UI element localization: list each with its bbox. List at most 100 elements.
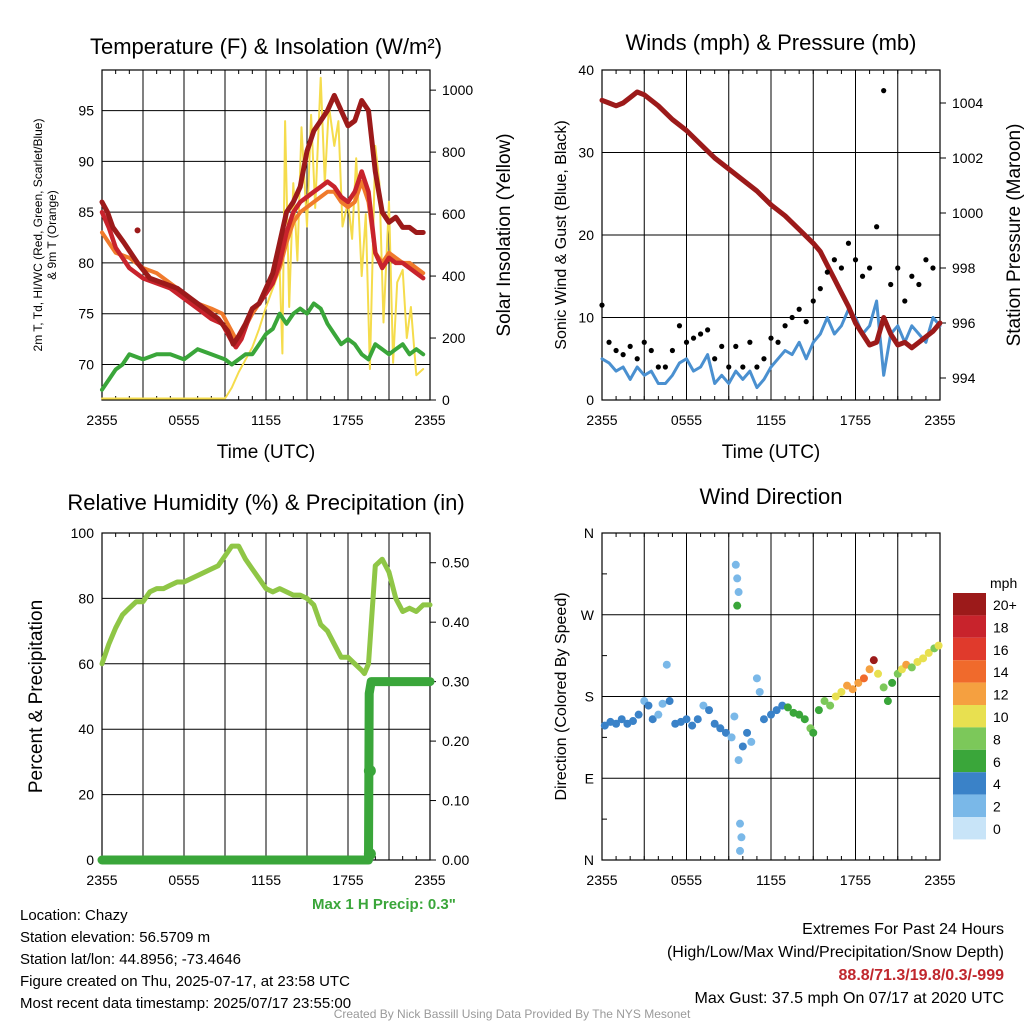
elevation-text: Station elevation: 56.5709 m: [20, 929, 211, 946]
direction-point: [721, 728, 730, 737]
plot-frame: [601, 532, 941, 861]
direction-point: [628, 717, 637, 726]
legend-label: 16: [993, 642, 1009, 658]
direction-point: [710, 719, 719, 728]
legend-swatch: [953, 682, 986, 705]
latlon-text: Station lat/lon: 44.8956; -73.4646: [20, 951, 242, 968]
gust-point: [838, 265, 845, 271]
direction-point: [924, 648, 933, 657]
gust-point: [627, 343, 633, 349]
legend-swatch: [953, 772, 986, 795]
gust-point: [810, 298, 816, 304]
panel-winds: 2355 0555 1155 1755 2355 0 10 20 30 40 994 996 998 10…: [553, 30, 1024, 463]
y2-tick-label: 400: [442, 268, 466, 284]
gust-point: [662, 364, 668, 370]
x-tick-label: 0555: [671, 872, 702, 888]
gust-point: [690, 335, 697, 341]
gust-point: [761, 356, 767, 362]
gust-point: [859, 273, 866, 279]
direction-point: [743, 728, 752, 737]
direction-point: [734, 756, 743, 765]
gust-point: [740, 364, 746, 370]
gust-point: [782, 323, 788, 329]
y2-tick-label: 0: [442, 392, 450, 408]
y2-axis-label: Station Pressure (Maroon): [1004, 124, 1024, 347]
direction-point: [800, 715, 809, 724]
direction-point: [730, 712, 739, 721]
direction-point: [879, 683, 888, 692]
direction-point: [854, 678, 863, 687]
direction-point: [733, 601, 742, 610]
y2-axis-label-text: Station Pressure (Maroon): [1004, 124, 1024, 347]
gust-point: [923, 257, 929, 263]
y-tick-label: 60: [78, 656, 94, 672]
gust-point: [620, 352, 626, 358]
legend-label: 20+: [993, 597, 1017, 613]
chart-title: Wind Direction: [699, 484, 842, 509]
gust-point: [641, 339, 647, 345]
series-rh: [99, 543, 433, 677]
direction-point: [755, 687, 764, 696]
y2-tick-label: 1004: [952, 95, 983, 111]
direction-point: [693, 715, 702, 724]
direction-point: [809, 728, 818, 737]
max-precip-annotation: Max 1 H Precip: 0.3": [312, 896, 456, 913]
y-tick-label: 80: [78, 590, 94, 606]
gust-point: [599, 302, 605, 308]
direction-point: [826, 701, 835, 710]
legend-swatch: [953, 660, 986, 683]
direction-point: [869, 656, 878, 665]
plot-frame: [601, 69, 941, 401]
y-axis-label-text: Sonic Wind & Gust (Blue, Black): [553, 120, 570, 349]
legend-swatch: [953, 727, 986, 750]
x-tick-label: 2355: [86, 412, 117, 428]
direction-point: [705, 706, 714, 715]
direction-point: [820, 697, 829, 706]
direction-point: [859, 674, 868, 683]
direction-point: [733, 574, 742, 583]
legend-label: 8: [993, 731, 1001, 747]
y2-tick-label: 994: [952, 370, 976, 386]
y-tick-label: S: [585, 689, 594, 705]
gust-point: [866, 265, 873, 271]
y-tick-label: 30: [578, 145, 594, 161]
series-wind: [600, 299, 942, 390]
direction-point: [734, 588, 743, 597]
y2-tick-label: 0.30: [442, 674, 469, 690]
direction-point: [747, 737, 756, 746]
gust-point: [683, 339, 690, 345]
y2-tick-label: 0.10: [442, 793, 469, 809]
gust-point: [747, 339, 753, 345]
y2-tick-label: 200: [442, 330, 466, 346]
created-text: Figure created on Thu, 2025-07-17, at 23…: [20, 973, 350, 990]
series-pressure: [599, 89, 943, 351]
legend-swatch: [953, 593, 986, 616]
direction-point: [814, 706, 823, 715]
gust-point: [648, 347, 654, 354]
gust-point: [895, 265, 901, 271]
y-axis-label-text: Direction (Colored By Speed): [553, 592, 570, 800]
extremes-subtitle: (High/Low/Max Wind/Precipitation/Snow De…: [666, 944, 1004, 961]
gust-point: [733, 343, 739, 349]
gust-point: [719, 343, 725, 349]
legend-swatch: [953, 817, 986, 840]
x-tick-label: 2355: [86, 872, 117, 888]
direction-point: [738, 742, 747, 751]
gust-point: [796, 306, 802, 312]
gust-point: [831, 257, 837, 263]
x-tick-label: 1755: [332, 412, 363, 428]
gust-point: [888, 281, 894, 288]
x-tick-label: 2355: [924, 872, 955, 888]
speed-legend: mph 20+ 18 16 14 12 10 8 6 4 2 0: [953, 575, 1017, 840]
extremes-block: Extremes For Past 24 Hours (High/Low/Max…: [667, 918, 1004, 1010]
y2-tick-label: 0.20: [442, 733, 469, 749]
y2-tick-label: 998: [952, 260, 976, 276]
x-tick-label: 1155: [756, 872, 786, 888]
y-axis-label-line1: 2m T, Td, HI/WC (Red, Green, Scarlet/Blu…: [31, 119, 45, 352]
gust-point: [916, 281, 922, 288]
y2-axis-label: Solar Insolation (Yellow): [494, 133, 515, 336]
direction-point: [888, 678, 897, 687]
y2-axis-label-text: Solar Insolation (Yellow): [494, 133, 515, 336]
gust-point: [669, 347, 676, 354]
